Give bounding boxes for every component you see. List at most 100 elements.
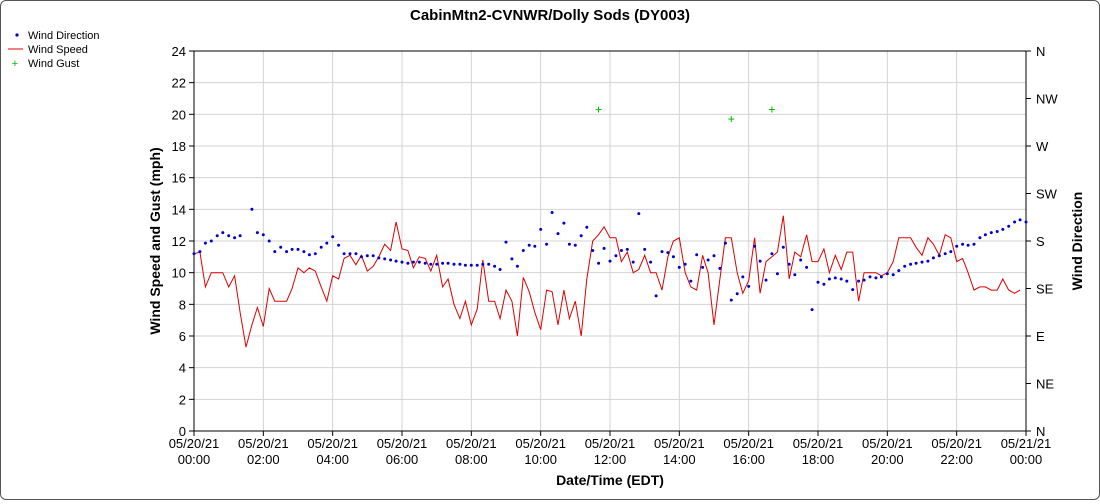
wind-direction-point	[533, 244, 537, 248]
wind-direction-point	[897, 269, 901, 273]
wind-direction-point	[1018, 218, 1022, 222]
x-tick-time: 16:00	[732, 452, 765, 467]
wind-direction-point	[498, 268, 502, 271]
wind-direction-point	[845, 279, 849, 283]
wind-direction-point	[643, 247, 647, 251]
wind-direction-point	[221, 231, 225, 235]
wind-direction-point	[781, 245, 785, 249]
wind-direction-point	[770, 252, 774, 256]
y-tick-label: 8	[179, 297, 186, 312]
wind-direction-point	[406, 261, 410, 265]
wind-direction-point	[446, 261, 450, 265]
x-axis-label: Date/Time (EDT)	[556, 472, 664, 488]
wind-direction-point	[573, 243, 577, 247]
wind-direction-point	[689, 279, 693, 283]
x-tick-time: 20:00	[871, 452, 904, 467]
legend-label-wind-gust: Wind Gust	[28, 58, 79, 70]
wind-direction-point	[631, 260, 635, 264]
wind-direction-point	[452, 262, 456, 266]
wind-direction-point	[313, 252, 317, 256]
wind-direction-point	[764, 278, 768, 282]
wind-direction-point	[521, 249, 525, 252]
series-wind-gust	[595, 106, 775, 123]
wind-direction-point	[192, 252, 196, 256]
wind-direction-point	[1001, 227, 1005, 231]
wind-direction-point	[285, 250, 289, 254]
x-tick-date: 05/21/21	[1001, 436, 1052, 451]
wind-direction-point	[654, 294, 658, 298]
wind-direction-point	[255, 231, 259, 235]
wind-direction-point	[400, 260, 404, 264]
wind-direction-point	[706, 258, 710, 262]
wind-direction-point	[891, 273, 895, 277]
wind-direction-point	[550, 211, 554, 214]
wind-direction-point	[857, 279, 861, 283]
legend-label-wind-direction: Wind Direction	[28, 30, 100, 42]
wind-direction-point	[885, 272, 889, 276]
x-tick-time: 12:00	[594, 452, 627, 467]
y-axis-right: N NE E SE S SW W NW N	[1026, 44, 1058, 439]
wind-direction-point	[677, 265, 681, 269]
x-tick-date: 05/20/21	[169, 436, 220, 451]
wind-direction-point	[579, 234, 583, 238]
wind-direction-point	[567, 242, 571, 246]
wind-direction-point	[966, 243, 970, 247]
wind-direction-point	[597, 261, 601, 265]
wind-direction-point	[695, 253, 699, 257]
wind-direction-point	[712, 254, 716, 258]
wind-direction-point	[799, 258, 803, 262]
wind-direction-point	[602, 246, 606, 250]
x-tick-time: 22:00	[940, 452, 973, 467]
wind-direction-point	[337, 243, 341, 247]
wind-direction-point	[307, 253, 311, 257]
wind-direction-point	[302, 250, 306, 254]
wind-direction-point	[331, 235, 335, 239]
y-tick-label: 4	[179, 361, 186, 376]
wind-direction-point	[273, 250, 277, 254]
series-wind-direction	[192, 207, 1028, 312]
y-tick-label: 0	[179, 424, 186, 439]
wind-direction-point	[227, 234, 231, 238]
x-tick-date: 05/20/21	[654, 436, 705, 451]
wind-direction-point	[729, 298, 733, 302]
wind-gust-marker	[768, 106, 775, 113]
x-tick-date: 05/20/21	[793, 436, 844, 451]
wind-direction-point	[261, 233, 265, 237]
wind-direction-point	[562, 221, 566, 225]
wind-direction-point	[637, 212, 641, 216]
wind-direction-point	[342, 252, 346, 256]
y-axis-right-label: Wind Direction	[1069, 192, 1085, 291]
wind-direction-point	[833, 276, 837, 280]
legend: Wind Direction Wind Speed + Wind Gust	[8, 30, 100, 70]
wind-direction-point	[660, 250, 664, 254]
wind-direction-point	[527, 243, 531, 247]
y-tick-label: 10	[172, 266, 186, 281]
x-tick-time: 06:00	[386, 452, 419, 467]
y-right-tick-label: SE	[1036, 282, 1054, 297]
wind-direction-point	[671, 255, 675, 259]
wind-direction-point	[741, 275, 745, 279]
wind-direction-point	[487, 262, 491, 266]
wind-direction-point	[810, 308, 814, 312]
wind-direction-point	[949, 250, 953, 254]
x-tick-date: 05/20/21	[515, 436, 566, 451]
wind-direction-point	[389, 258, 393, 262]
wind-direction-point	[359, 255, 363, 259]
y-tick-label: 2	[179, 392, 186, 407]
wind-direction-point	[267, 239, 271, 243]
wind-direction-point	[1013, 220, 1017, 224]
legend-marker-wind-gust: +	[12, 58, 18, 70]
wind-direction-point	[250, 207, 254, 211]
wind-direction-point	[735, 292, 739, 296]
y-right-tick-label: NE	[1036, 377, 1054, 392]
wind-direction-point	[614, 254, 618, 258]
wind-direction-point	[775, 272, 779, 276]
wind-direction-point	[585, 225, 589, 229]
legend-marker-wind-direction	[15, 33, 19, 37]
wind-direction-point	[903, 264, 907, 268]
wind-direction-point	[365, 254, 369, 258]
wind-direction-point	[417, 260, 421, 264]
wind-direction-point	[591, 249, 595, 252]
wind-direction-point	[215, 234, 219, 238]
